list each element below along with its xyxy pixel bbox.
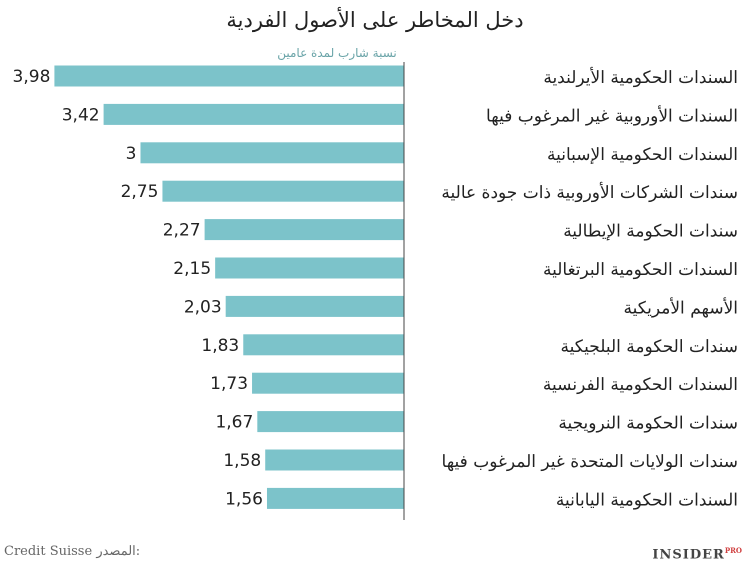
bar-value-label: 3,42 [62, 105, 100, 125]
category-label: السندات الحكومية اليابانية [556, 490, 738, 510]
bar-chart: 3,98 السندات الحكومية الأيرلندية 3,42 السند… [13, 62, 739, 520]
source-label: المصدر: [96, 544, 141, 559]
bar [225, 295, 404, 317]
bar-value-label: 2,03 [184, 297, 222, 317]
logo-sup: PRO [724, 546, 742, 555]
bar-value-label: 2,75 [121, 182, 159, 202]
category-label: سندات الولايات المتحدة غير المرغوب فيها [442, 452, 738, 472]
category-label: السندات الحكومية الفرنسية [543, 375, 738, 395]
category-label: سندات الشركات الأوروبية ذات جودة عالية [441, 182, 738, 203]
source-value: Credit Suisse [4, 544, 93, 559]
bar [103, 103, 404, 125]
logo-text: INSIDER [652, 547, 725, 563]
bar [140, 142, 404, 164]
source-note: Credit Suisse المصدر: [4, 544, 140, 559]
insider-pro-logo: INSIDERPRO [652, 546, 742, 562]
bar [265, 449, 404, 471]
bar-value-label: 1,58 [223, 451, 261, 471]
chart-title: دخل المخاطر على الأصول الفردية [226, 8, 524, 32]
bar [162, 180, 404, 202]
category-label: السندات الحكومية الإسبانية [547, 145, 738, 165]
bar-value-label: 2,15 [173, 259, 211, 279]
category-label: السندات الحكومية البرتغالية [543, 260, 738, 280]
bar-value-label: 1,73 [210, 374, 248, 394]
bar-value-label: 3,98 [13, 67, 51, 87]
category-label: سندات الحكومة البلجيكية [561, 337, 739, 357]
bar [266, 487, 404, 509]
bar [252, 372, 404, 394]
category-label: سندات الحكومة الإيطالية [563, 222, 738, 242]
bar-value-label: 1,56 [225, 489, 263, 509]
category-label: السندات الأوروبية غير المرغوب فيها [486, 105, 738, 126]
bar-value-label: 1,67 [215, 413, 253, 433]
category-label: الأسهم الأمريكية [624, 297, 738, 318]
bar-value-label: 2,27 [163, 221, 201, 241]
bar [215, 257, 404, 279]
category-label: سندات الحكومة النرويجية [558, 414, 738, 434]
bar [243, 334, 404, 356]
bar-value-label: 1,83 [201, 336, 239, 356]
bar [257, 411, 404, 433]
bar-value-label: 3 [126, 144, 137, 164]
category-label: السندات الحكومية الأيرلندية [543, 67, 738, 88]
chart-subtitle: نسبة شارب لمدة عامين [277, 46, 397, 60]
bar [54, 65, 405, 87]
bar [204, 219, 404, 241]
